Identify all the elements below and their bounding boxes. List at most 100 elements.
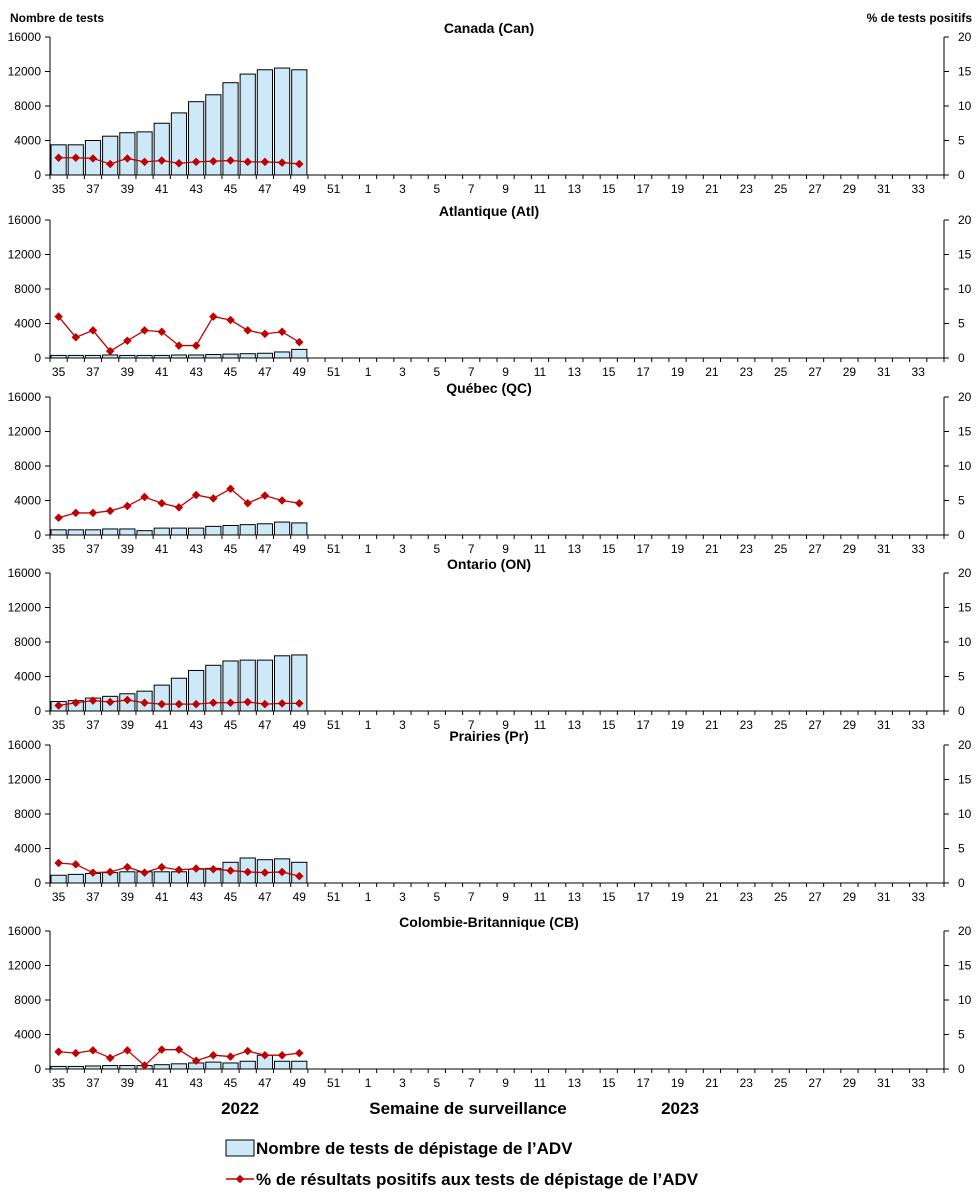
- pct-positive-point: [174, 1045, 184, 1054]
- left-tick-label: 12000: [8, 601, 42, 615]
- pct-positive-point: [209, 312, 218, 321]
- right-tick-label: 20: [958, 738, 972, 752]
- x-tick-label: 49: [293, 890, 307, 904]
- x-tick-label: 15: [602, 542, 616, 556]
- pct-positive-point: [277, 158, 287, 167]
- x-tick-label: 51: [327, 542, 341, 556]
- x-tick-label: 15: [602, 182, 616, 196]
- x-tick-label: 41: [155, 365, 169, 379]
- x-tick-label: 43: [189, 542, 203, 556]
- legend-bar-label: Nombre de tests de dépistage de l’ADV: [256, 1139, 573, 1158]
- x-tick-label: 13: [568, 542, 582, 556]
- x-tick-label: 45: [224, 890, 238, 904]
- x-tick-label: 21: [705, 542, 719, 556]
- x-tick-label: 35: [52, 542, 66, 556]
- pct-positive-point: [105, 1053, 115, 1063]
- x-tick-label: 19: [671, 718, 685, 732]
- left-tick-label: 8000: [14, 459, 41, 473]
- left-tick-label: 16000: [8, 566, 42, 580]
- bar: [102, 1065, 119, 1070]
- x-tick-label: 47: [258, 1076, 272, 1090]
- pct-positive-point: [174, 503, 184, 512]
- panel-title: Prairies (Pr): [449, 728, 528, 744]
- x-tick-label: 17: [636, 890, 650, 904]
- x-tick-label: 25: [774, 890, 788, 904]
- pct-positive-point: [260, 699, 270, 709]
- right-tick-label: 5: [958, 842, 965, 856]
- pct-positive-point: [295, 699, 304, 708]
- x-tick-label: 43: [189, 1076, 203, 1090]
- pct-positive-point: [260, 329, 270, 339]
- bar: [153, 871, 170, 884]
- x-tick-label: 23: [740, 1076, 754, 1090]
- x-tick-label: 13: [568, 182, 582, 196]
- x-tick-label: 25: [774, 718, 788, 732]
- pct-positive-point: [174, 159, 184, 168]
- x-tick-label: 7: [468, 1076, 475, 1090]
- pct-positive-point: [295, 1048, 304, 1058]
- x-tick-label: 19: [671, 182, 685, 196]
- pct-positive-point: [54, 312, 63, 321]
- pct-positive-point: [54, 513, 63, 522]
- x-tick-label: 29: [843, 890, 857, 904]
- x-tick-label: 15: [602, 1076, 616, 1090]
- pct-positive-point: [54, 153, 63, 162]
- x-tick-label: 51: [327, 365, 341, 379]
- right-tick-label: 0: [958, 168, 965, 182]
- right-tick-label: 5: [958, 317, 965, 331]
- x-tick-label: 31: [877, 542, 891, 556]
- x-tick-label: 33: [912, 718, 926, 732]
- bar: [239, 353, 256, 359]
- left-tick-label: 8000: [14, 807, 41, 821]
- bar: [67, 873, 84, 884]
- right-tick-label: 0: [958, 528, 965, 542]
- x-tick-label: 13: [568, 718, 582, 732]
- pct-positive-point: [277, 867, 287, 877]
- pct-positive-point: [88, 154, 98, 163]
- left-tick-label: 16000: [8, 213, 42, 227]
- x-tick-label: 47: [258, 182, 272, 196]
- x-tick-label: 3: [399, 365, 406, 379]
- x-tick-label: 7: [468, 542, 475, 556]
- bar: [84, 529, 102, 536]
- bar: [188, 527, 205, 536]
- x-tick-label: 11: [534, 890, 547, 904]
- x-tick-label: 9: [502, 542, 509, 556]
- bar: [170, 527, 188, 536]
- x-tick-label: 9: [502, 182, 509, 196]
- x-tick-label: 39: [121, 542, 135, 556]
- pct-positive-point: [295, 159, 304, 169]
- x-tick-label: 27: [808, 718, 822, 732]
- left-tick-label: 12000: [8, 959, 42, 973]
- right-tick-label: 5: [958, 494, 965, 508]
- x-tick-label: 25: [774, 542, 788, 556]
- chart-panels: Canada (Can)0400080001200016000051015203…: [8, 20, 972, 1090]
- x-tick-label: 9: [502, 1076, 509, 1090]
- pct-positive-point: [71, 153, 81, 162]
- panel-4: Prairies (Pr)040008000120001600005101520…: [8, 728, 972, 904]
- x-tick-label: 11: [534, 1076, 547, 1090]
- pct-positive-point: [226, 315, 235, 325]
- left-tick-label: 0: [34, 704, 41, 718]
- bar: [153, 1064, 170, 1070]
- x-tick-label: 41: [155, 718, 169, 732]
- x-tick-label: 37: [86, 1076, 100, 1090]
- right-tick-label: 5: [958, 134, 965, 148]
- x-tick-label: 35: [52, 365, 66, 379]
- x-tick-label: 49: [293, 1076, 307, 1090]
- x-tick-label: 35: [52, 182, 66, 196]
- x-tick-label: 39: [121, 365, 135, 379]
- pct-positive-point: [123, 154, 132, 163]
- pct-positive-point: [191, 490, 201, 500]
- pct-positive-point: [226, 1052, 235, 1061]
- x-tick-label: 23: [740, 182, 754, 196]
- x-tick-label: 45: [224, 365, 238, 379]
- right-tick-label: 10: [958, 635, 972, 649]
- right-tick-label: 20: [958, 924, 972, 938]
- bar: [274, 351, 291, 359]
- year-label-2023: 2023: [661, 1099, 699, 1118]
- pct-positive-point: [88, 508, 98, 518]
- x-tick-label: 19: [671, 1076, 685, 1090]
- pct-positive-point: [88, 326, 98, 335]
